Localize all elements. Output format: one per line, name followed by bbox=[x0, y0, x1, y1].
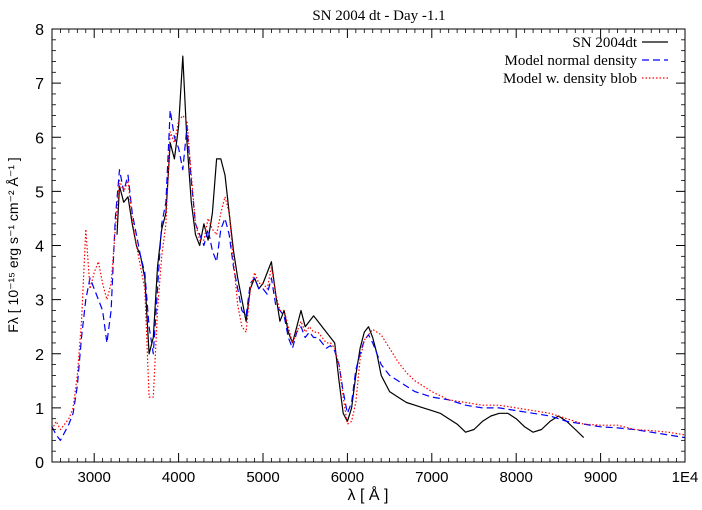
x-tick-label: 5000 bbox=[246, 469, 279, 486]
series-line-1 bbox=[116, 55, 585, 439]
y-tick-label: 6 bbox=[35, 130, 44, 147]
y-tick-label: 5 bbox=[35, 184, 44, 201]
y-tick-label: 4 bbox=[35, 239, 44, 256]
x-axis: 3000 4000 5000 6000 7000 8000 9000 1E4 bbox=[51, 29, 699, 486]
y-tick-label: 8 bbox=[35, 22, 44, 39]
y-tick-label: 0 bbox=[35, 455, 44, 472]
x-tick-label: 8000 bbox=[500, 469, 533, 486]
x-tick-label: 3000 bbox=[78, 469, 111, 486]
y-tick-label: 1 bbox=[35, 401, 44, 418]
x-tick-label: 4000 bbox=[162, 469, 195, 486]
series-line-2 bbox=[52, 109, 685, 441]
y-tick-label: 3 bbox=[35, 293, 44, 310]
y-tick-label: 2 bbox=[35, 347, 44, 364]
legend-label: Model normal density bbox=[505, 53, 638, 69]
legend: SN 2004dt Model normal density Model w. de… bbox=[503, 35, 668, 87]
y-axis: 0 1 2 3 4 5 6 7 8 bbox=[35, 22, 685, 472]
plot-frame bbox=[51, 28, 686, 463]
x-tick-label: 1E4 bbox=[672, 469, 699, 486]
x-axis-label: λ [ Å ] bbox=[348, 485, 389, 504]
legend-label: Model w. density blob bbox=[503, 71, 637, 87]
x-tick-label: 6000 bbox=[331, 469, 364, 486]
x-tick-label: 7000 bbox=[415, 469, 448, 486]
x-tick-label: 9000 bbox=[584, 469, 617, 486]
series-line-3 bbox=[52, 115, 685, 436]
series-layer bbox=[52, 55, 685, 441]
chart-title: SN 2004 dt - Day -1.1 bbox=[312, 8, 445, 24]
y-tick-label: 7 bbox=[35, 76, 44, 93]
legend-label: SN 2004dt bbox=[572, 35, 637, 51]
y-axis-label: Fλ [ 10⁻¹⁵ erg s⁻¹ cm⁻² Å⁻¹ ] bbox=[5, 157, 21, 332]
